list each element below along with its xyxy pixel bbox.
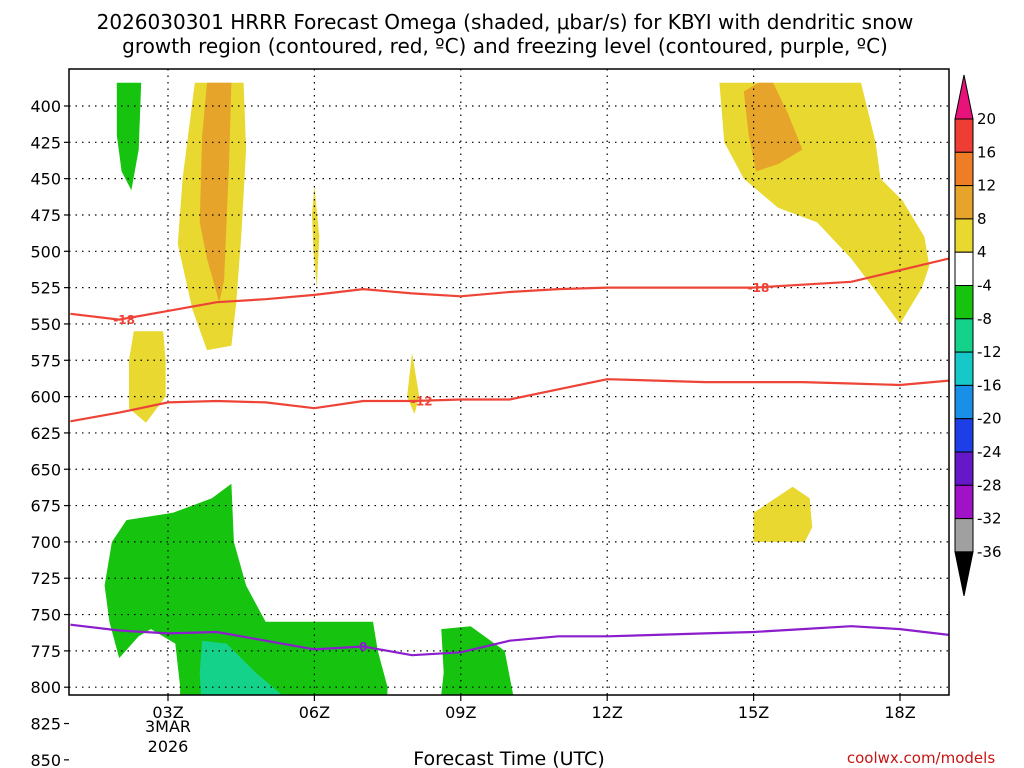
colorbar-label-8: -16 <box>977 376 1002 394</box>
colorbar-label-4: 4 <box>977 243 987 261</box>
date-label-day: 3MAR <box>145 717 191 736</box>
colorbar-label-11: -28 <box>977 476 1002 494</box>
x-tick-label-09Z: 09Z <box>445 703 476 722</box>
y-tick-label-625: 625 <box>30 424 61 443</box>
x-axis-label: Forecast Time (UTC) <box>413 748 604 768</box>
colorbar-box-9 <box>954 384 974 420</box>
omega-shading <box>104 82 930 768</box>
y-tick-label-425: 425 <box>30 133 61 152</box>
colorbar-box-4 <box>954 218 974 253</box>
y-tick-label-800: 800 <box>30 678 61 697</box>
omega-region-11 <box>199 640 283 695</box>
colorbar-box-7 <box>954 318 974 353</box>
y-tick-label-450: 450 <box>30 170 61 189</box>
colorbar-label-0: 20 <box>977 110 996 128</box>
x-tick-label-18Z: 18Z <box>884 703 915 722</box>
y-axis: 400 425 450 475 500 525 550 575 600 625 650 675 700 7… <box>30 97 69 768</box>
y-tick-label-700: 700 <box>30 533 61 552</box>
contour-line-1 <box>70 378 949 423</box>
x-tick-label-06Z: 06Z <box>299 703 330 722</box>
colorbar-box-3 <box>954 185 974 220</box>
colorbar-box-11 <box>954 451 974 486</box>
colorbar: 20 16 12 8 4 -4 -8 -12 -16 -20 -24 -28 -32 -36 <box>954 74 1002 597</box>
x-tick-label-12Z: 12Z <box>592 703 623 722</box>
y-tick-label-675: 675 <box>30 497 61 516</box>
y-tick-label-775: 775 <box>30 642 61 661</box>
colorbar-bottom-triangle <box>954 551 974 597</box>
colorbar-box-5 <box>954 251 974 286</box>
omega-region-9 <box>793 724 813 768</box>
colorbar-label-3: 8 <box>977 210 987 228</box>
colorbar-label-9: -20 <box>977 410 1002 428</box>
y-tick-label-475: 475 <box>30 206 61 225</box>
omega-region-13 <box>441 626 514 695</box>
x-tick-label-15Z: 15Z <box>738 703 769 722</box>
colorbar-label-1: 16 <box>977 143 996 161</box>
y-tick-label-600: 600 <box>30 388 61 407</box>
omega-region-4 <box>312 185 320 288</box>
x-axis: 03Z 06Z 09Z 12Z 15Z 18Z <box>152 695 916 722</box>
y-tick-label-525: 525 <box>30 279 61 298</box>
colorbar-label-6: -8 <box>977 310 992 328</box>
contour-label-0-1: -18 <box>748 281 770 295</box>
omega-region-5 <box>407 353 420 414</box>
y-tick-label-650: 650 <box>30 460 61 479</box>
temperature-contours: -18 -18 -12 0 <box>70 257 949 657</box>
y-tick-label-750: 750 <box>30 606 61 625</box>
colorbar-box-8 <box>954 351 974 386</box>
colorbar-label-5: -4 <box>977 277 992 295</box>
y-tick-label-400: 400 <box>30 97 61 116</box>
contour-label-0-0: -18 <box>113 313 135 327</box>
colorbar-label-13: -36 <box>977 543 1002 561</box>
omega-region-12 <box>241 713 280 748</box>
contour-line-0 <box>70 257 949 321</box>
chart-title-line-2: growth region (contoured, red, ºC) and f… <box>122 34 888 58</box>
omega-region-7 <box>743 82 803 172</box>
y-tick-label-725: 725 <box>30 569 61 588</box>
contour-line-2 <box>70 623 949 657</box>
omega-region-0 <box>116 82 142 191</box>
colorbar-top-triangle <box>954 74 974 120</box>
contour-label-1-0: -12 <box>411 394 433 408</box>
colorbar-label-10: -24 <box>977 443 1002 461</box>
credit-text: coolwx.com/models <box>847 749 995 767</box>
colorbar-box-13 <box>954 518 974 553</box>
colorbar-label-7: -12 <box>977 343 1002 361</box>
x-tick-label-03Z: 03Z <box>152 703 183 722</box>
date-label-year: 2026 <box>148 737 189 756</box>
y-tick-label-550: 550 <box>30 315 61 334</box>
omega-region-10 <box>104 483 388 695</box>
chart-title-line-1: 2026030301 HRRR Forecast Omega (shaded, … <box>97 10 914 34</box>
contour-label-2-0: 0 <box>359 640 367 654</box>
plot-frame <box>68 68 950 696</box>
colorbar-box-12 <box>954 484 974 520</box>
y-tick-label-850: 850 <box>30 751 61 768</box>
colorbar-label-12: -32 <box>977 510 1002 528</box>
y-tick-label-825: 825 <box>30 715 61 734</box>
omega-region-14 <box>597 724 658 768</box>
colorbar-label-2: 12 <box>977 177 996 195</box>
y-tick-label-575: 575 <box>30 351 61 370</box>
y-tick-label-500: 500 <box>30 242 61 261</box>
colorbar-box-2 <box>954 151 974 187</box>
omega-region-2 <box>199 82 232 303</box>
omega-region-3 <box>129 331 166 423</box>
colorbar-box-10 <box>954 418 974 453</box>
grid-lines <box>69 69 949 695</box>
colorbar-box-6 <box>954 285 974 320</box>
omega-region-8 <box>753 486 813 542</box>
colorbar-box-1 <box>954 118 974 153</box>
